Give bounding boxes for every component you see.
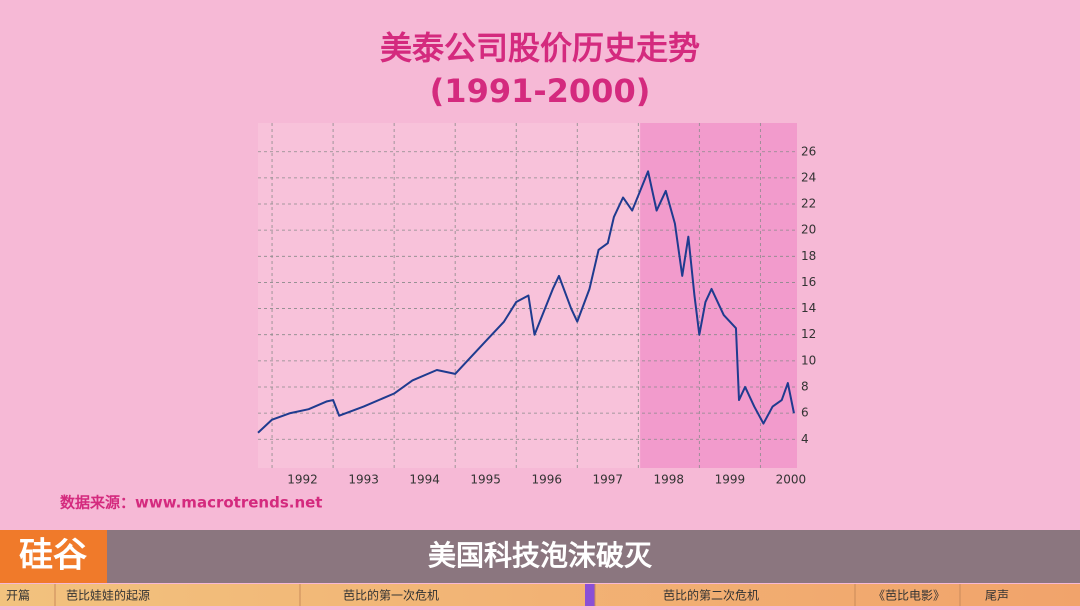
- y-tick-label: 18: [801, 249, 816, 263]
- y-tick-label: 4: [801, 432, 809, 446]
- x-tick-label: 1997: [592, 473, 623, 487]
- x-tick-label: 1995: [470, 473, 501, 487]
- x-tick-label: 1992: [287, 473, 318, 487]
- source-note: 数据来源：www.macrotrends.net: [60, 494, 322, 512]
- y-tick-label: 6: [801, 406, 809, 420]
- chapter-tab[interactable]: 芭比的第一次危机: [343, 588, 439, 603]
- y-tick-label: 8: [801, 379, 809, 393]
- chapter-tab[interactable]: 《芭比电影》: [873, 589, 945, 603]
- chapter-tab[interactable]: 芭比娃娃的起源: [66, 588, 150, 603]
- progress-marker: [585, 584, 595, 606]
- x-tick-label: 1999: [715, 473, 746, 487]
- x-tick-label: 2000: [776, 473, 807, 487]
- chart-title: 美泰公司股价历史走势: [380, 29, 700, 67]
- y-tick-label: 24: [801, 170, 816, 184]
- logo: 硅谷: [19, 536, 87, 576]
- x-tick-label: 1998: [654, 473, 685, 487]
- price-line: [257, 170, 795, 434]
- y-tick-label: 12: [801, 327, 816, 341]
- highlight-region: [640, 123, 797, 468]
- y-tick-label: 26: [801, 144, 816, 158]
- chapter-tab[interactable]: 开篇: [6, 588, 30, 603]
- y-tick-label: 16: [801, 275, 816, 289]
- logo-box: [0, 530, 107, 583]
- y-tick-label: 14: [801, 301, 816, 315]
- chart-subtitle: (1991-2000): [430, 72, 651, 110]
- chapter-tab[interactable]: 尾声: [985, 589, 1009, 603]
- y-tick-label: 22: [801, 197, 816, 211]
- x-tick-label: 1994: [409, 473, 440, 487]
- caption-bar: [0, 530, 1080, 583]
- chapter-bar: [0, 584, 1080, 606]
- x-tick-label: 1993: [348, 473, 379, 487]
- x-tick-label: 1996: [531, 473, 562, 487]
- y-tick-label: 10: [801, 353, 816, 367]
- caption: 美国科技泡沫破灭: [428, 539, 653, 572]
- chapter-tab[interactable]: 芭比的第二次危机: [663, 588, 759, 603]
- y-tick-label: 20: [801, 223, 816, 237]
